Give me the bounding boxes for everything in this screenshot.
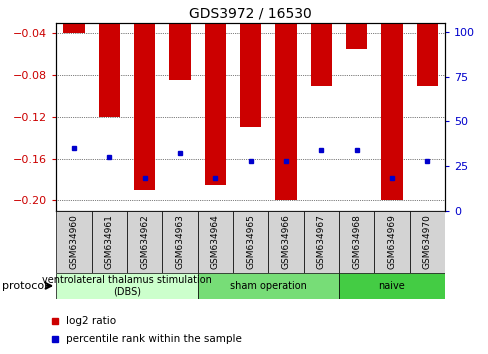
Text: GSM634965: GSM634965 bbox=[245, 214, 255, 269]
Bar bbox=[197, 273, 338, 299]
Text: ventrolateral thalamus stimulation
(DBS): ventrolateral thalamus stimulation (DBS) bbox=[42, 275, 211, 297]
Bar bbox=[268, 211, 303, 273]
Bar bbox=[56, 273, 197, 299]
Text: GSM634966: GSM634966 bbox=[281, 214, 290, 269]
Text: sham operation: sham operation bbox=[229, 281, 306, 291]
Bar bbox=[134, 0, 155, 190]
Bar bbox=[169, 0, 190, 80]
Text: protocol: protocol bbox=[2, 281, 48, 291]
Title: GDS3972 / 16530: GDS3972 / 16530 bbox=[189, 6, 311, 21]
Bar bbox=[240, 0, 261, 127]
Bar bbox=[127, 211, 162, 273]
Bar bbox=[416, 0, 437, 86]
Bar bbox=[99, 0, 120, 117]
Bar bbox=[91, 211, 127, 273]
Bar bbox=[204, 0, 225, 184]
Bar bbox=[346, 0, 366, 49]
Bar bbox=[409, 211, 444, 273]
Text: GSM634967: GSM634967 bbox=[316, 214, 325, 269]
Text: percentile rank within the sample: percentile rank within the sample bbox=[65, 334, 241, 344]
Bar bbox=[63, 0, 84, 33]
Text: GSM634963: GSM634963 bbox=[175, 214, 184, 269]
Bar bbox=[338, 273, 444, 299]
Text: GSM634960: GSM634960 bbox=[69, 214, 78, 269]
Text: GSM634969: GSM634969 bbox=[386, 214, 396, 269]
Bar bbox=[232, 211, 268, 273]
Bar bbox=[310, 0, 331, 86]
Text: GSM634964: GSM634964 bbox=[210, 214, 219, 269]
Text: GSM634968: GSM634968 bbox=[351, 214, 361, 269]
Text: naive: naive bbox=[378, 281, 405, 291]
Bar bbox=[162, 211, 197, 273]
Text: log2 ratio: log2 ratio bbox=[65, 316, 116, 326]
Bar bbox=[275, 0, 296, 200]
Bar bbox=[381, 0, 402, 200]
Bar bbox=[197, 211, 232, 273]
Bar bbox=[373, 211, 409, 273]
Text: GSM634962: GSM634962 bbox=[140, 214, 149, 269]
Bar bbox=[303, 211, 338, 273]
Bar bbox=[56, 211, 91, 273]
Bar bbox=[338, 211, 373, 273]
Text: GSM634961: GSM634961 bbox=[104, 214, 114, 269]
Text: GSM634970: GSM634970 bbox=[422, 214, 431, 269]
